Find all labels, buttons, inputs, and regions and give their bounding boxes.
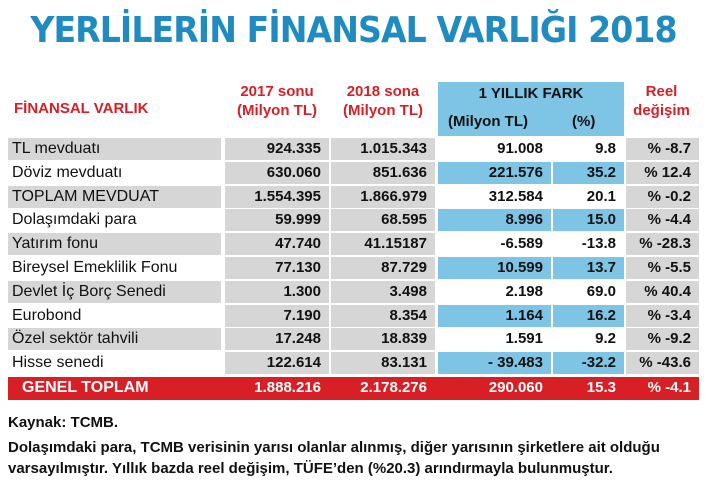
header-2017: 2017 sonu (Milyon TL) <box>225 82 329 136</box>
cell-fark: 91.008 <box>438 138 551 160</box>
cell-label: Döviz mevduatı <box>8 161 221 184</box>
cell-pct: 13.7 <box>553 257 624 279</box>
total-cell-reel: % -4.1 <box>647 379 691 396</box>
header-reel-line2: değişim <box>633 102 690 119</box>
cell-pct: -13.8 <box>553 233 624 256</box>
cell-y2018: 68.595 <box>331 209 435 232</box>
cell-label: Özel sektör tahvili <box>8 328 221 351</box>
cell-label: Eurobond <box>8 304 221 327</box>
cell-y2018: 851.636 <box>331 161 435 184</box>
total-cell-pct: 15.3 <box>586 379 616 396</box>
header-2017-line1: 2017 sonu <box>240 83 314 100</box>
cell-pct: 9.8 <box>553 138 624 160</box>
table-row: Eurobond 7.190 8.354 1.164 16.2% -3.4 <box>8 304 699 327</box>
cell-label: Dolaşımdaki para <box>8 209 221 232</box>
cell-fark: 221.576 <box>438 161 551 184</box>
cell-y2017: 17.248 <box>225 328 329 351</box>
cell-y2017: 77.130 <box>225 257 329 279</box>
cell-y2018: 87.729 <box>331 257 435 279</box>
cell-fark: 8.996 <box>438 209 551 232</box>
header-fark-title: 1 YILLIK FARK <box>478 85 584 102</box>
header-2018-line1: 2018 sona <box>346 83 420 100</box>
cell-y2018: 3.498 <box>331 280 435 303</box>
cell-label: Yatırım fonu <box>8 233 221 256</box>
cell-fark: - 39.483 <box>438 352 551 375</box>
cell-label: Devlet İç Borç Senedi <box>8 280 221 303</box>
cell-y2017: 47.740 <box>225 233 329 256</box>
footnote-text: Dolaşımdaki para, TCMB verisinin yarısı … <box>8 439 660 477</box>
table-row: Bireysel Emeklilik Fonu 77.130 87.729 10.59… <box>8 257 699 279</box>
cell-y2018: 83.131 <box>331 352 435 375</box>
cell-fark: 2.198 <box>438 280 551 303</box>
total-row: GENEL TOPLAM 1.888.216 2.178.276 290.060 15.… <box>8 377 699 400</box>
cell-y2018: 41.15187 <box>331 233 435 256</box>
cell-y2017: 630.060 <box>225 161 329 184</box>
cell-y2018: 1.015.343 <box>331 138 435 160</box>
table-row: Özel sektör tahvili 17.248 18.839 1.591 9.2%… <box>8 328 699 351</box>
cell-reel: % -4.4 <box>626 209 699 232</box>
page-title: YERLİLERİN FİNANSAL VARLIĞI 2018 <box>30 10 677 51</box>
cell-fark: 10.599 <box>438 257 551 279</box>
header-reel: Reel değişim <box>624 82 699 136</box>
cell-y2018: 8.354 <box>331 304 435 327</box>
header-fark-sub: (Milyon TL) (%) <box>438 106 624 136</box>
cell-reel: % -43.6 <box>626 352 699 375</box>
cell-label: Bireysel Emeklilik Fonu <box>8 257 221 279</box>
table-header: FİNANSAL VARLIK 2017 sonu (Milyon TL) 20… <box>8 82 699 136</box>
total-cell-y2017: 1.888.216 <box>254 379 321 396</box>
header-fark: 1 YILLIK FARK (Milyon TL) (%) <box>438 82 624 136</box>
cell-fark: 312.584 <box>438 185 551 208</box>
cell-y2018: 1.866.979 <box>331 185 435 208</box>
cell-reel: % -0.2 <box>626 185 699 208</box>
cell-y2017: 924.335 <box>225 138 329 160</box>
cell-pct: -32.2 <box>553 352 624 375</box>
cell-reel: % -3.4 <box>626 304 699 327</box>
table-row: Yatırım fonu 47.740 41.15187 -6.589 -13.8% -… <box>8 233 699 256</box>
header-fark-mil: (Milyon TL) <box>448 113 528 130</box>
total-cell-y2018: 2.178.276 <box>360 379 427 396</box>
cell-pct: 69.0 <box>553 280 624 303</box>
cell-fark: 1.591 <box>438 328 551 351</box>
cell-y2017: 1.554.395 <box>225 185 329 208</box>
header-2018-line2: (Milyon TL) <box>343 102 423 119</box>
cell-reel: % -28.3 <box>626 233 699 256</box>
header-label: FİNANSAL VARLIK <box>14 100 149 117</box>
cell-pct: 15.0 <box>553 209 624 232</box>
cell-pct: 16.2 <box>553 304 624 327</box>
cell-y2017: 7.190 <box>225 304 329 327</box>
cell-reel: % -9.2 <box>626 328 699 351</box>
header-fark-pct: (%) <box>572 113 596 130</box>
table-row: Döviz mevduatı 630.060 851.636 221.576 35.2%… <box>8 161 699 184</box>
cell-y2018: 18.839 <box>331 328 435 351</box>
cell-label: TL mevduatı <box>8 138 221 160</box>
cell-reel: % 40.4 <box>626 280 699 303</box>
cell-pct: 35.2 <box>553 161 624 184</box>
source-text: Kaynak: TCMB. <box>8 414 119 431</box>
cell-reel: % -5.5 <box>626 257 699 279</box>
cell-y2017: 122.614 <box>225 352 329 375</box>
cell-reel: % -8.7 <box>626 138 699 160</box>
cell-pct: 20.1 <box>553 185 624 208</box>
cell-label: Hisse senedi <box>8 352 221 375</box>
cell-pct: 9.2 <box>553 328 624 351</box>
cell-y2017: 1.300 <box>225 280 329 303</box>
table-row: Hisse senedi 122.614 83.131- 39.483 -32.2% … <box>8 352 699 375</box>
header-2018: 2018 sona (Milyon TL) <box>331 82 435 136</box>
header-2017-line2: (Milyon TL) <box>237 102 317 119</box>
table-row: Devlet İç Borç Senedi 1.300 3.498 2.198 69.0… <box>8 280 699 303</box>
financial-assets-table: FİNANSAL VARLIK 2017 sonu (Milyon TL) 20… <box>8 82 699 400</box>
cell-fark: 1.164 <box>438 304 551 327</box>
header-reel-line1: Reel <box>645 83 678 100</box>
cell-label: TOPLAM MEVDUAT <box>8 185 221 208</box>
total-cell-fark: 290.060 <box>488 379 543 396</box>
table-row: TOPLAM MEVDUAT 1.554.395 1.866.979 312.584 2… <box>8 185 699 208</box>
cell-y2017: 59.999 <box>225 209 329 232</box>
total-cell-label: GENEL TOPLAM <box>22 379 149 396</box>
table-row: Dolaşımdaki para 59.999 68.595 8.996 15.0% -… <box>8 209 699 232</box>
cell-fark: -6.589 <box>438 233 551 256</box>
cell-reel: % 12.4 <box>626 161 699 184</box>
table-row: TL mevduatı 924.335 1.015.343 91.008 9.8% -8… <box>8 138 699 160</box>
